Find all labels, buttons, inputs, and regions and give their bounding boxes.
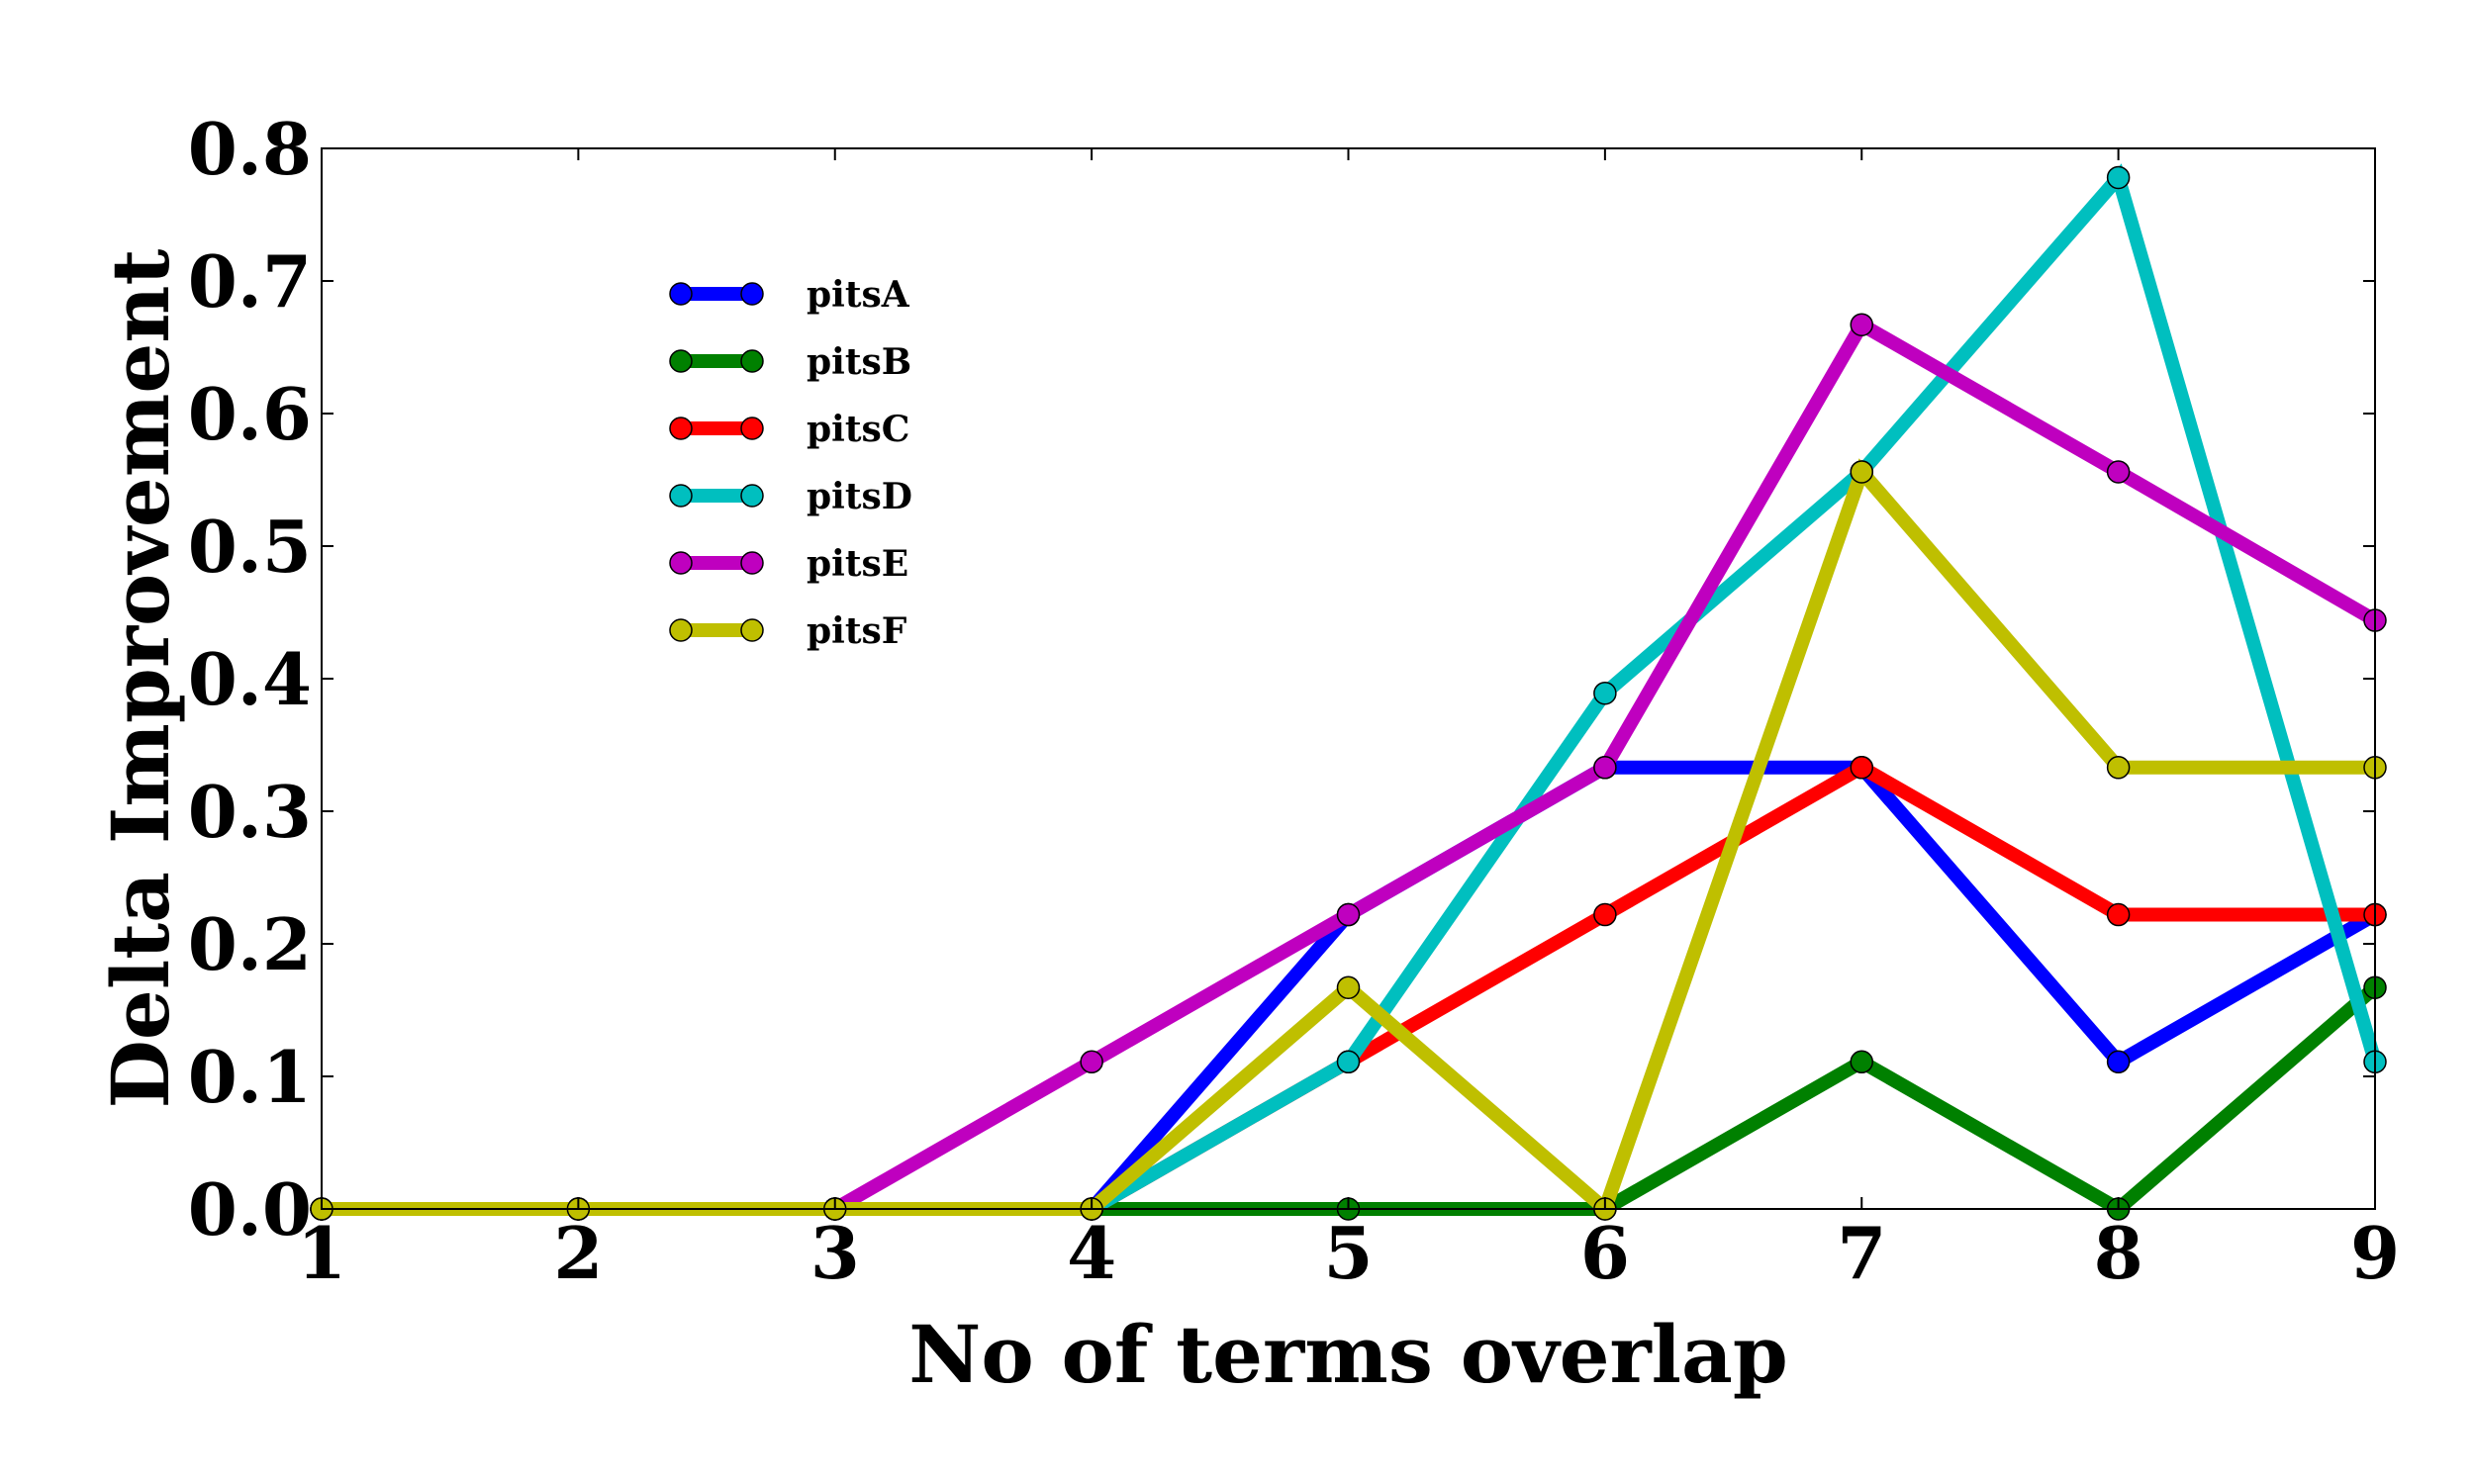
data-point-pitsa bbox=[2106, 1050, 2131, 1074]
legend-marker bbox=[740, 484, 764, 508]
x-tick-label: 5 bbox=[1323, 1211, 1373, 1295]
data-point-pitsd bbox=[1336, 1050, 1361, 1074]
legend-marker bbox=[669, 551, 693, 575]
y-tick-label: 0.7 bbox=[188, 239, 312, 324]
legend-item-pitsa: pitsA bbox=[669, 274, 910, 316]
data-point-pitse bbox=[1336, 902, 1361, 927]
x-tick-label: 9 bbox=[2350, 1211, 2400, 1295]
legend-label: pitsC bbox=[807, 409, 909, 450]
legend-marker bbox=[669, 349, 693, 373]
y-tick-label: 0.1 bbox=[188, 1035, 312, 1119]
data-point-pitsd bbox=[2106, 165, 2131, 190]
legend-label: pitsA bbox=[807, 274, 910, 316]
x-axis-title: No of terms overlap bbox=[908, 1308, 1788, 1401]
y-tick-label: 0.2 bbox=[188, 902, 312, 986]
data-point-pitsf bbox=[1336, 975, 1361, 999]
legend-label: pitsE bbox=[807, 543, 908, 585]
y-tick-label: 0.5 bbox=[188, 505, 312, 589]
series-pitsd bbox=[310, 163, 2387, 1221]
y-tick-label: 0.8 bbox=[188, 107, 312, 191]
series-layer bbox=[310, 163, 2387, 1222]
y-axis-title: Delta Improvement bbox=[94, 249, 187, 1109]
data-point-pitsc bbox=[2106, 902, 2131, 927]
legend-marker bbox=[740, 551, 764, 575]
data-point-pitsf bbox=[1850, 460, 1873, 484]
data-point-pitsf bbox=[2106, 756, 2131, 780]
legend-marker bbox=[740, 618, 764, 642]
legend-item-pitsd: pitsD bbox=[669, 476, 912, 517]
data-point-pitse bbox=[1593, 756, 1617, 780]
data-point-pitse bbox=[1080, 1050, 1103, 1074]
legend-marker bbox=[669, 618, 693, 642]
y-tick-label: 0.3 bbox=[188, 770, 312, 854]
legend-marker bbox=[669, 417, 693, 440]
y-tick-label: 0.4 bbox=[188, 637, 312, 721]
legend-item-pitsf: pitsF bbox=[669, 610, 907, 652]
x-tick-label: 4 bbox=[1067, 1211, 1116, 1295]
series-pitsf bbox=[310, 458, 2387, 1222]
legend-marker bbox=[669, 484, 693, 508]
data-point-pitsc bbox=[1593, 902, 1617, 927]
legend-marker bbox=[740, 282, 764, 306]
legend-label: pitsF bbox=[807, 610, 907, 652]
data-point-pitse bbox=[2106, 460, 2131, 484]
legend-item-pitsc: pitsC bbox=[669, 409, 909, 450]
tick-labels-layer: 1 2 3 4 5 6 7 8 9 0.0 0.1 0.2 0.3 0.4 0.5 0.6 0.7 0.8 bbox=[188, 107, 2400, 1295]
x-tick-label: 8 bbox=[2094, 1211, 2143, 1295]
series-line-pitse bbox=[322, 315, 2379, 1216]
series-pitse bbox=[310, 313, 2387, 1221]
x-tick-label: 6 bbox=[1580, 1211, 1630, 1295]
legend: pitsA pitsB pitsC pitsD pitsE pitsF bbox=[669, 274, 912, 652]
series-line-pitsf bbox=[322, 458, 2375, 1222]
legend-item-pitse: pitsE bbox=[669, 543, 908, 585]
legend-marker bbox=[740, 349, 764, 373]
legend-item-pitsb: pitsB bbox=[669, 341, 911, 383]
legend-label: pitsB bbox=[807, 341, 911, 383]
x-tick-label: 3 bbox=[810, 1211, 860, 1295]
y-tick-label: 0.0 bbox=[188, 1167, 312, 1252]
legend-marker bbox=[669, 282, 693, 306]
legend-label: pitsD bbox=[807, 476, 912, 517]
legend-marker bbox=[740, 417, 764, 440]
series-line-pitsb bbox=[322, 981, 2380, 1218]
ticks-layer bbox=[321, 147, 2376, 1210]
data-point-pitse bbox=[1850, 313, 1873, 336]
data-point-pitsd bbox=[1593, 681, 1617, 705]
x-tick-label: 2 bbox=[553, 1211, 603, 1295]
y-tick-label: 0.6 bbox=[188, 372, 312, 456]
x-tick-label: 1 bbox=[297, 1211, 346, 1295]
data-point-pitsb bbox=[1850, 1050, 1873, 1074]
data-point-pitsc bbox=[1850, 756, 1873, 780]
x-tick-label: 7 bbox=[1837, 1211, 1886, 1295]
